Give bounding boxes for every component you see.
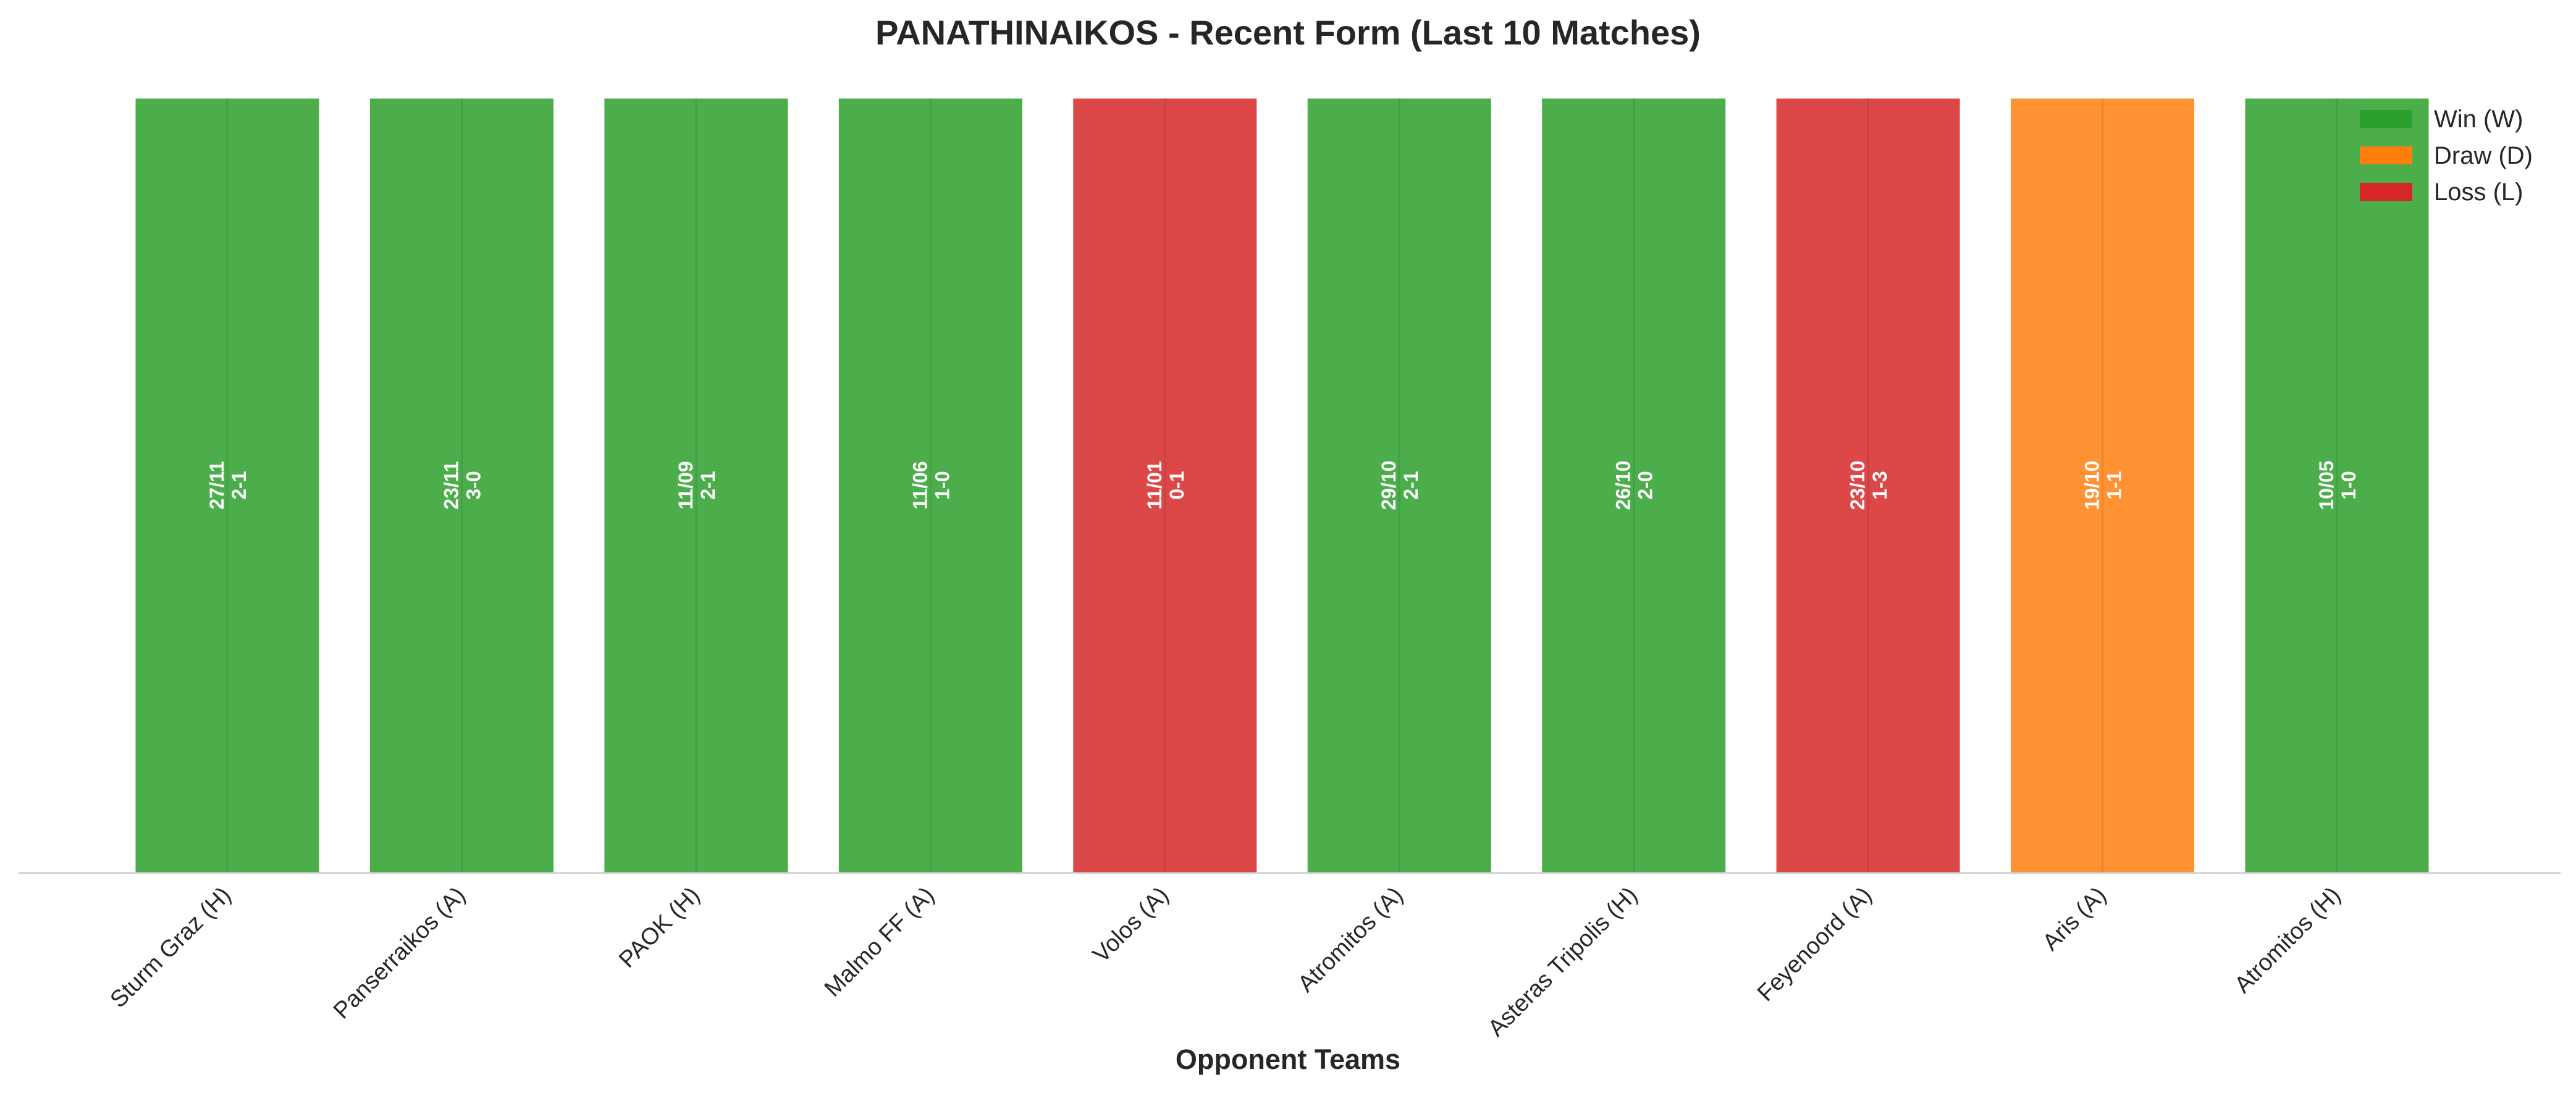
bar-label-10: 10/051-0 (2315, 460, 2360, 510)
x-tick-label-10: Atromitos (H) (2229, 882, 2346, 998)
bar-label-1: 27/112-1 (206, 461, 250, 509)
bar-10 (2243, 96, 2431, 874)
legend-label-l: Loss (L) (2434, 179, 2523, 206)
legend-swatch-w (2360, 110, 2412, 128)
x-tick-label-6: Atromitos (A) (1293, 882, 1408, 997)
bar-date-6: 29/10 (1378, 460, 1400, 510)
bar-label-4: 11/061-0 (909, 461, 953, 509)
bar-label-2: 23/113-0 (440, 461, 484, 509)
bar-date-1: 27/11 (206, 461, 228, 509)
bar-date-5: 11/01 (1143, 461, 1166, 509)
bar-6 (1305, 96, 1493, 874)
bar-7 (1540, 96, 1728, 874)
bar-date-8: 23/10 (1846, 460, 1869, 510)
x-tick-label-8: Feyenoord (A) (1753, 882, 1877, 1006)
bar-label-7: 26/102-0 (1612, 460, 1657, 510)
bar-date-4: 11/06 (909, 461, 931, 509)
bar-score-8: 1-3 (1869, 471, 1891, 499)
bar-label-3: 11/092-1 (675, 461, 719, 509)
bar-score-4: 1-0 (931, 471, 953, 499)
legend-swatch-d (2360, 146, 2412, 164)
bar-score-5: 0-1 (1166, 471, 1188, 499)
bar-label-9: 19/101-1 (2081, 460, 2126, 510)
x-tick-labels: Sturm Graz (H) Panserraikos (A) PAOK (H) Ma… (106, 882, 2346, 1042)
bars-group (133, 96, 2431, 874)
bar-5 (1071, 96, 1259, 874)
bar-score-6: 2-1 (1400, 471, 1422, 499)
bar-1 (133, 96, 321, 874)
bar-score-10: 1-0 (2338, 471, 2360, 499)
legend-swatch-l (2360, 183, 2412, 201)
x-tick-label-3: PAOK (H) (614, 882, 705, 973)
bar-label-5: 11/010-1 (1143, 461, 1188, 509)
bar-3 (602, 96, 790, 874)
bar-date-3: 11/09 (675, 461, 697, 509)
chart-title: PANATHINAIKOS - Recent Form (Last 10 Mat… (875, 13, 1701, 52)
legend-label-d: Draw (D) (2434, 142, 2533, 169)
bar-labels-group: 27/112-1 23/113-0 11/092-1 11/061-0 11/010-1… (206, 460, 2360, 510)
bar-2 (368, 96, 555, 874)
x-axis-label: Opponent Teams (1176, 1044, 1400, 1075)
bar-score-7: 2-0 (1635, 471, 1657, 499)
bar-4 (836, 96, 1024, 874)
bar-date-9: 19/10 (2081, 460, 2103, 510)
legend: Win (W) Draw (D) Loss (L) (2360, 106, 2533, 206)
bar-8 (1774, 96, 1962, 874)
x-tick-label-7: Asteras Tripolis (H) (1483, 882, 1643, 1042)
x-tick-label-2: Panserraikos (A) (329, 882, 471, 1024)
x-tick-label-9: Aris (A) (2038, 882, 2111, 956)
bar-label-6: 29/102-1 (1378, 460, 1422, 510)
legend-label-w: Win (W) (2434, 106, 2523, 133)
bar-label-8: 23/101-3 (1846, 460, 1891, 510)
bar-date-10: 10/05 (2315, 460, 2338, 510)
x-tick-label-1: Sturm Graz (H) (106, 882, 237, 1013)
bar-date-2: 23/11 (440, 461, 462, 509)
x-tick-label-5: Volos (A) (1088, 882, 1174, 968)
bar-score-9: 1-1 (2103, 471, 2126, 499)
bar-score-1: 2-1 (228, 471, 250, 499)
x-tick-label-4: Malmo FF (A) (820, 882, 940, 1002)
bar-date-7: 26/10 (1612, 460, 1635, 510)
bar-score-3: 2-1 (697, 471, 719, 499)
bar-score-2: 3-0 (462, 471, 484, 499)
